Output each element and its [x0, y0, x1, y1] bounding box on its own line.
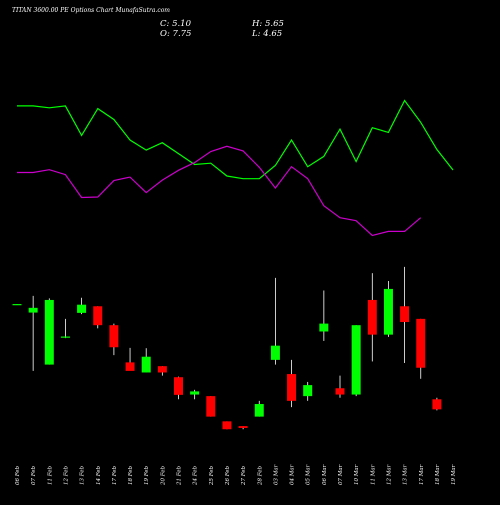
x-tick-label: 19 Feb: [144, 465, 150, 485]
candle: [60, 318, 70, 339]
x-tick-label: 26 Feb: [225, 465, 231, 486]
candle-body-up: [351, 325, 361, 395]
candle-body-up: [12, 304, 22, 306]
candle-body-up: [141, 356, 151, 373]
candle-body-down: [238, 426, 248, 428]
x-tick-label: 21 Feb: [177, 465, 183, 486]
candle: [254, 400, 264, 417]
candle: [367, 273, 377, 362]
candle: [109, 323, 119, 356]
candle-body-down: [125, 362, 135, 371]
candle: [351, 325, 361, 397]
candle: [432, 397, 442, 411]
candle: [174, 376, 183, 400]
x-tick-label: 06 Feb: [15, 465, 21, 485]
candle: [141, 348, 151, 373]
candle: [287, 359, 297, 408]
x-tick-label: 12 Feb: [63, 465, 69, 485]
indicator-line-1: [17, 99, 454, 180]
x-tick-label: 04 Mar: [290, 464, 296, 485]
candle-body-up: [44, 299, 54, 365]
candle-body-up: [77, 304, 87, 313]
candle-body-down: [416, 318, 426, 368]
candle-body-down: [109, 325, 119, 348]
candle: [383, 281, 393, 337]
x-tick-label: 13 Mar: [403, 464, 409, 485]
candle: [157, 366, 167, 376]
x-tick-label: 24 Feb: [193, 465, 199, 486]
x-tick-label: 18 Feb: [128, 465, 134, 485]
low-readout: L: 4.65: [251, 29, 282, 39]
close-readout: C: 5.10: [160, 19, 192, 29]
candle-body-up: [28, 307, 38, 313]
candle-body-up: [383, 288, 393, 335]
candle: [12, 304, 22, 306]
x-tick-label: 06 Mar: [322, 464, 328, 485]
indicator-line-2: [17, 145, 422, 237]
candle-body-up: [319, 323, 329, 332]
x-tick-label: 12 Mar: [386, 464, 392, 485]
candle-body-down: [206, 396, 216, 417]
x-tick-label: 28 Feb: [257, 465, 263, 486]
candle: [125, 347, 135, 371]
candle-body-down: [432, 399, 442, 410]
candle: [222, 421, 232, 430]
candle-body-up: [270, 345, 280, 360]
x-axis-ticks: 06 Feb 07 Feb 11 Feb 12 Feb 13 Feb 14 Feb 17 F…: [15, 464, 457, 486]
open-readout: O: 7.75: [160, 29, 191, 39]
candle: [93, 306, 103, 329]
candle-body-up: [303, 385, 313, 397]
x-tick-label: 20 Feb: [160, 465, 166, 486]
candle: [416, 318, 426, 379]
x-tick-label: 07 Feb: [31, 465, 37, 485]
chart-title: TITAN 3600.00 PE Options Chart MunafaSut…: [12, 7, 170, 14]
x-tick-label: 07 Mar: [338, 464, 344, 485]
candle: [77, 297, 87, 315]
x-tick-label: 10 Mar: [354, 464, 360, 485]
candle-body-down: [157, 366, 167, 373]
candle: [190, 389, 200, 400]
candle: [270, 277, 280, 365]
x-tick-label: 17 Mar: [419, 464, 425, 485]
candle-body-up: [60, 336, 70, 338]
x-tick-label: 03 Mar: [273, 464, 279, 485]
candle-body-down: [93, 306, 103, 326]
x-tick-label: 19 Mar: [451, 464, 457, 485]
indicator-lines: [17, 99, 454, 237]
candle: [400, 266, 410, 364]
candle-body-down: [400, 306, 410, 323]
x-tick-label: 13 Feb: [80, 465, 86, 485]
candle: [335, 375, 345, 398]
x-tick-label: 14 Feb: [96, 465, 102, 485]
candle-body-down: [174, 377, 183, 395]
x-tick-label: 27 Feb: [241, 465, 247, 486]
candle-body-down: [287, 374, 297, 401]
x-tick-label: 11 Feb: [47, 465, 53, 485]
candle: [319, 290, 329, 341]
candle-body-down: [222, 421, 232, 430]
candle-body-down: [367, 299, 377, 335]
high-readout: H: 5.65: [251, 19, 284, 29]
x-tick-label: 25 Feb: [209, 465, 215, 486]
x-tick-label: 18 Mar: [435, 464, 441, 485]
candle-body-up: [190, 391, 200, 395]
x-tick-label: 11 Mar: [370, 464, 376, 485]
candle: [28, 295, 38, 371]
x-tick-label: 17 Feb: [112, 465, 118, 485]
x-tick-label: 05 Mar: [306, 464, 312, 485]
candle-body-down: [335, 388, 345, 395]
candle: [44, 298, 54, 365]
candle: [238, 426, 248, 430]
candles-layer: [12, 266, 442, 430]
candle: [206, 396, 216, 417]
candle: [303, 381, 313, 401]
candle-body-up: [254, 404, 264, 417]
